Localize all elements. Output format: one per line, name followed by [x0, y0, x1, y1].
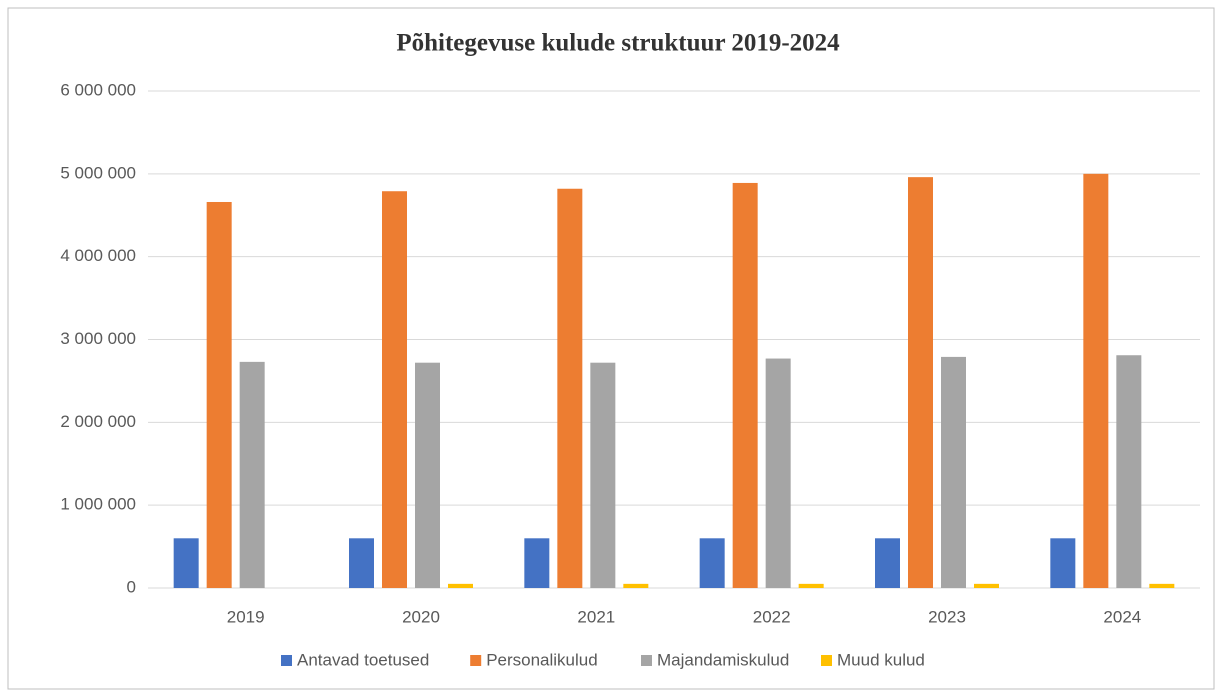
- bar: [974, 583, 999, 588]
- bar: [173, 538, 199, 588]
- bar: [908, 177, 933, 588]
- bar: [239, 361, 265, 588]
- y-tick-label: 0: [127, 577, 136, 596]
- legend-label: Antavad toetused: [297, 650, 429, 669]
- x-tick-label: 2019: [227, 607, 265, 626]
- bar: [941, 356, 966, 588]
- bar: [798, 583, 824, 588]
- y-tick-label: 4 000 000: [60, 246, 136, 265]
- legend-swatch: [281, 655, 292, 666]
- bar: [382, 191, 407, 588]
- x-tick-label: 2020: [402, 607, 440, 626]
- bar: [1116, 355, 1142, 588]
- bar: [623, 583, 649, 588]
- bar: [765, 358, 791, 588]
- bar: [875, 538, 900, 588]
- bar: [415, 362, 440, 588]
- bar: [524, 538, 550, 588]
- y-tick-label: 3 000 000: [60, 329, 136, 348]
- legend-swatch: [821, 655, 832, 666]
- legend-swatch: [641, 655, 652, 666]
- legend-label: Muud kulud: [837, 650, 925, 669]
- y-tick-label: 1 000 000: [60, 495, 136, 514]
- bar: [448, 583, 473, 588]
- y-tick-label: 5 000 000: [60, 163, 136, 182]
- x-tick-label: 2023: [928, 607, 966, 626]
- bar: [349, 538, 374, 588]
- bar: [732, 182, 758, 588]
- legend-label: Majandamiskulud: [657, 650, 789, 669]
- x-tick-label: 2024: [1103, 607, 1141, 626]
- legend-swatch: [470, 655, 482, 666]
- bar: [699, 538, 725, 588]
- x-tick-label: 2022: [753, 607, 791, 626]
- x-tick-label: 2021: [577, 607, 615, 626]
- legend-label: Personalikulud: [486, 650, 598, 669]
- y-tick-label: 6 000 000: [60, 80, 136, 99]
- bar: [590, 362, 616, 588]
- bar: [557, 188, 583, 588]
- chart-title: Põhitegevuse kulude struktuur 2019-2024: [396, 30, 840, 57]
- bar: [1149, 583, 1175, 588]
- y-tick-label: 2 000 000: [60, 412, 136, 431]
- bar: [1050, 538, 1076, 588]
- bar: [1083, 173, 1109, 589]
- bar: [206, 201, 232, 588]
